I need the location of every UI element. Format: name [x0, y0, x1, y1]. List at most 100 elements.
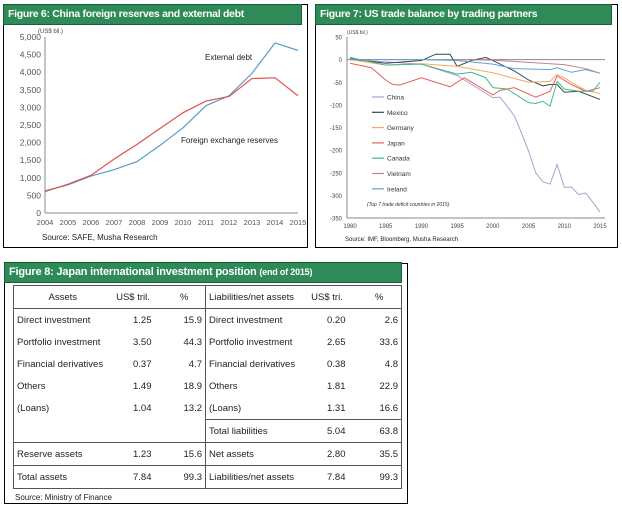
- table-cell: 1.31: [327, 402, 346, 414]
- table-cell: Financial derivatives: [205, 353, 306, 375]
- legend-label-canada: Canada: [387, 156, 410, 163]
- y-tick-label: 50: [335, 36, 342, 42]
- table-cell: Reserve assets: [13, 442, 112, 466]
- table-cell: 4.7: [188, 358, 202, 370]
- figure-6-title: Figure 6: China foreign reserves and ext…: [3, 4, 302, 25]
- y-tick-label: 500: [27, 190, 41, 200]
- series-line-foreign-exchange-reserves: [44, 77, 299, 193]
- series-label-foreign-exchange-reserves: Foreign exchange reserves: [181, 136, 278, 145]
- y-tick-label: 1,500: [20, 155, 42, 165]
- x-tick-label: 2000: [486, 224, 500, 230]
- x-tick-label: 2010: [558, 224, 572, 230]
- table-cell: Total liabilities: [205, 419, 306, 443]
- table-cell: Direct investment: [205, 308, 306, 331]
- legend-label-japan: Japan: [387, 140, 405, 147]
- table-cell: 5.04: [305, 419, 358, 443]
- table-cell: 13.2: [183, 402, 203, 414]
- x-tick-label: 2012: [221, 218, 238, 227]
- x-tick-label: 2010: [175, 218, 192, 227]
- y-tick-label: 2,500: [20, 120, 42, 130]
- column-header: %: [180, 291, 189, 303]
- x-tick-label: 2015: [593, 224, 607, 230]
- y-axis-unit: (US$ bil.): [38, 29, 63, 35]
- table-cell: 18.9: [183, 380, 203, 392]
- table-cell: 0.38: [327, 358, 346, 370]
- figure-8-source: Source: Ministry of Finance: [15, 493, 112, 502]
- figure-6-chart: 0 500 1,000 1,500 2,000 2,500 3,000 3,500 4,000 4…: [20, 29, 307, 227]
- column-header: US$ tril.: [116, 291, 150, 303]
- table-cell: 44.3: [183, 336, 203, 348]
- legend-label-ireland: Ireland: [387, 186, 407, 193]
- x-tick-label: 2008: [129, 218, 146, 227]
- y-tick-label: 0: [339, 58, 343, 64]
- table-cell: Total assets: [13, 465, 112, 489]
- table-cell: [14, 420, 112, 443]
- series-line-vietnam: [457, 59, 601, 74]
- y-tick-label: 1,000: [20, 173, 42, 183]
- figure-7-title: Figure 7: US trade balance by trading pa…: [315, 4, 612, 25]
- table-cell: 7.84: [111, 465, 164, 489]
- y-tick-label: 2,000: [20, 138, 42, 148]
- table-cell: 0.20: [305, 308, 358, 331]
- table-row: Direct investment 1.25 15.9 Direct investme…: [13, 308, 402, 331]
- table-cell: 99.3: [163, 465, 206, 489]
- table-cell: Others: [205, 375, 306, 397]
- figure-7-panel: [315, 4, 618, 248]
- figure-8-title-text: Figure 8: Japan international investment…: [9, 266, 257, 278]
- table-cell: 3.50: [133, 336, 152, 348]
- legend-label-mexico: Mexico: [387, 110, 408, 117]
- table-cell: 2.80: [305, 442, 358, 466]
- x-tick-label: 2011: [198, 218, 214, 227]
- table-row: Total liabilities 5.04 63.8: [14, 419, 402, 443]
- column-header: US$ tri.: [311, 291, 343, 303]
- column-header: Assets: [48, 291, 77, 303]
- y-tick-label: 3,500: [20, 85, 42, 95]
- table-cell: (Loans): [17, 402, 50, 414]
- table-row: Reserve assets 1.23 15.6 Net assets 2.80 35.5: [13, 442, 402, 466]
- table-row: Financial derivatives 0.37 4.7 Financial de…: [14, 353, 402, 375]
- table-cell: Portfolio investment: [17, 336, 101, 348]
- figure-7-source: Source: IMF, Bloomberg, Musha Research: [345, 237, 459, 243]
- series-label-external-debt: External debt: [205, 53, 253, 62]
- table-cell: Direct investment: [13, 308, 112, 331]
- series-line-ireland: [350, 59, 601, 74]
- legend-label-germany: Germany: [387, 125, 414, 132]
- table-header-row: Assets US$ tril.% Liabilities/net assets US…: [14, 285, 402, 309]
- table-cell: 33.6: [379, 336, 399, 348]
- table-cell: 22.9: [379, 380, 399, 392]
- table-row: Others 1.49 18.9 Others 1.81 22.9: [14, 375, 402, 397]
- column-header: %: [375, 291, 384, 303]
- series-line-external-debt: [44, 42, 299, 192]
- legend-label-vietnam: Vietnam: [387, 171, 411, 178]
- y-tick-label: 4,000: [20, 67, 42, 77]
- legend-label-china: China: [387, 95, 404, 102]
- y-tick-label: -150: [330, 126, 343, 132]
- table-cell: 1.25: [111, 308, 164, 331]
- x-tick-label: 1980: [343, 224, 357, 230]
- y-axis-unit: (US$ bil.): [347, 30, 368, 36]
- x-tick-label: 2009: [152, 218, 169, 227]
- figure-6-panel: [3, 4, 308, 248]
- x-tick-label: 2015: [290, 218, 307, 227]
- y-tick-label: -50: [333, 81, 342, 87]
- table-cell: 1.49: [133, 380, 152, 392]
- x-tick-label: 2004: [37, 218, 54, 227]
- table-cell: Portfolio investment: [205, 331, 306, 353]
- table-cell: 1.81: [327, 380, 346, 392]
- table-cell: 16.6: [379, 402, 399, 414]
- y-tick-label: -350: [330, 217, 343, 223]
- table-cell: Net assets: [205, 442, 306, 466]
- x-tick-label: 1990: [415, 224, 429, 230]
- table-cell: 63.8: [357, 419, 402, 443]
- table-cell: (Loans): [205, 397, 306, 420]
- table-row: (Loans) 1.04 13.2 (Loans) 1.31 16.6: [14, 397, 402, 420]
- table-cell: 99.3: [357, 465, 402, 489]
- column-header: Liabilities/net assets: [205, 285, 306, 309]
- y-tick-label: 5,000: [20, 32, 42, 42]
- x-tick-label: 2006: [83, 218, 100, 227]
- table-cell: 4.8: [384, 358, 398, 370]
- figure-8-subtitle: (end of 2015): [259, 267, 313, 277]
- chart-note: (Top 7 trade deficit countries in 2015): [367, 202, 450, 208]
- table-row: Total assets 7.84 99.3 Liabilities/net asse…: [13, 465, 402, 489]
- table-cell: 15.9: [163, 308, 206, 331]
